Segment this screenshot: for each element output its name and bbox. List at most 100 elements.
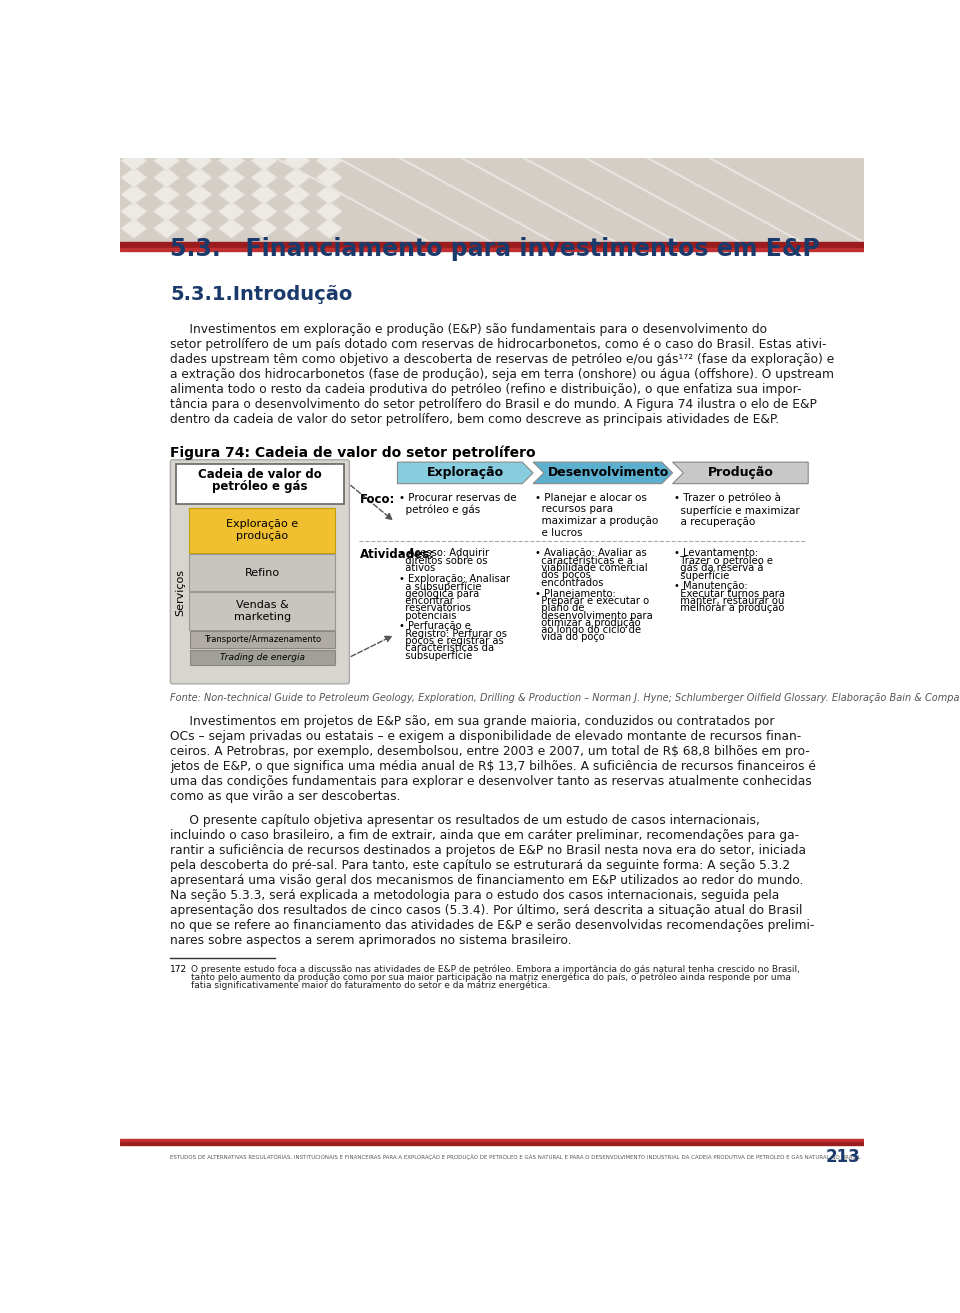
- Polygon shape: [154, 201, 180, 222]
- Polygon shape: [316, 201, 343, 222]
- Bar: [120, 248, 864, 251]
- FancyBboxPatch shape: [176, 463, 344, 504]
- Text: dentro da cadeia de valor do setor petrolífero, bem como descreve as principais : dentro da cadeia de valor do setor petro…: [170, 414, 780, 427]
- Text: • Levantamento:: • Levantamento:: [674, 549, 758, 558]
- Text: poços e registrar as: poços e registrar as: [399, 635, 504, 646]
- Text: jetos de E&P, o que significa uma média anual de R$ 13,7 bilhões. A suficiência : jetos de E&P, o que significa uma média …: [170, 760, 816, 772]
- Polygon shape: [251, 218, 277, 239]
- Text: Preparar e executar o: Preparar e executar o: [535, 596, 649, 605]
- Polygon shape: [316, 185, 343, 205]
- Text: apresentação dos resultados de cinco casos (5.3.4). Por último, será descrita a : apresentação dos resultados de cinco cas…: [170, 905, 803, 916]
- Text: potenciais: potenciais: [399, 611, 457, 621]
- Polygon shape: [219, 201, 245, 222]
- Text: Na seção 5.3.3, será explicada a metodologia para o estudo dos casos internacion: Na seção 5.3.3, será explicada a metodol…: [170, 889, 780, 902]
- Text: tância para o desenvolvimento do setor petrolífero do Brasil e do mundo. A Figur: tância para o desenvolvimento do setor p…: [170, 398, 817, 411]
- Text: características e a: características e a: [535, 555, 633, 566]
- Text: 5.3.   Financiamento para investimentos em E&P: 5.3. Financiamento para investimentos em…: [170, 236, 820, 261]
- Text: Investimentos em exploração e produção (E&P) são fundamentais para o desenvolvim: Investimentos em exploração e produção (…: [170, 323, 767, 336]
- Polygon shape: [154, 151, 180, 171]
- Text: tanto pelo aumento da produção como por sua maior participação na matriz energét: tanto pelo aumento da produção como por …: [191, 973, 791, 982]
- Text: Refino: Refino: [245, 567, 279, 578]
- Polygon shape: [673, 462, 808, 483]
- Text: Serviços: Serviços: [176, 569, 185, 616]
- Polygon shape: [283, 185, 310, 205]
- FancyBboxPatch shape: [170, 460, 349, 684]
- Text: encontrados: encontrados: [535, 578, 603, 588]
- Text: dades upstream têm como objetivo a descoberta de reservas de petróleo e/ou gás¹⁷: dades upstream têm como objetivo a desco…: [170, 353, 834, 366]
- Text: 213: 213: [826, 1148, 860, 1166]
- Polygon shape: [121, 218, 147, 239]
- Polygon shape: [186, 168, 212, 188]
- Text: nares sobre aspectos a serem aprimorados no sistema brasileiro.: nares sobre aspectos a serem aprimorados…: [170, 934, 572, 947]
- Text: ESTUDOS DE ALTERNATIVAS REGULATÓRIAS, INSTITUCIONAIS E FINANCEIRAS PARA A EXPLOR: ESTUDOS DE ALTERNATIVAS REGULATÓRIAS, IN…: [170, 1154, 861, 1159]
- Text: Fonte: Non-technical Guide to Petroleum Geology, Exploration, Drilling & Product: Fonte: Non-technical Guide to Petroleum …: [170, 693, 960, 702]
- Text: Transporte/Armazenamento: Transporte/Armazenamento: [204, 635, 321, 645]
- Bar: [120, 243, 864, 248]
- Text: Desenvolvimento: Desenvolvimento: [547, 466, 669, 479]
- Text: Exploração e
produção: Exploração e produção: [227, 520, 299, 541]
- Polygon shape: [154, 168, 180, 188]
- Text: O presente estudo foca a discussão nas atividades de E&P de petróleo. Embora a i: O presente estudo foca a discussão nas a…: [191, 965, 801, 974]
- Polygon shape: [121, 168, 147, 188]
- Text: como as que virão a ser descobertas.: como as que virão a ser descobertas.: [170, 789, 401, 802]
- Text: Atividades:: Atividades:: [360, 549, 435, 562]
- Text: geológica para: geológica para: [399, 588, 479, 599]
- Text: no que se refere ao financiamento das atividades de E&P e serão desenvolvidas re: no que se refere ao financiamento das at…: [170, 919, 815, 932]
- Text: Exploração: Exploração: [426, 466, 504, 479]
- Text: rantir a suficiência de recursos destinados a projetos de E&P no Brasil nesta no: rantir a suficiência de recursos destina…: [170, 844, 806, 857]
- Polygon shape: [533, 462, 673, 483]
- Text: Cadeia de valor do: Cadeia de valor do: [198, 467, 322, 481]
- Text: Produção: Produção: [708, 466, 774, 479]
- Text: incluindo o caso brasileiro, a fim de extrair, ainda que em caráter preliminar, : incluindo o caso brasileiro, a fim de ex…: [170, 829, 800, 842]
- Text: setor petrolífero de um país dotado com reservas de hidrocarbonetos, como é o ca: setor petrolífero de um país dotado com …: [170, 339, 827, 351]
- Polygon shape: [186, 151, 212, 171]
- Polygon shape: [283, 151, 310, 171]
- Text: a subsuperfície: a subsuperfície: [399, 582, 482, 592]
- Text: O presente capítulo objetiva apresentar os resultados de um estudo de casos inte: O presente capítulo objetiva apresentar …: [170, 814, 760, 827]
- Text: desenvolvimento para: desenvolvimento para: [535, 611, 653, 621]
- FancyBboxPatch shape: [189, 508, 335, 553]
- Text: fatia significativamente maior do faturamento do setor e da matriz energética.: fatia significativamente maior do fatura…: [191, 981, 551, 990]
- FancyBboxPatch shape: [189, 554, 335, 591]
- Text: dos poços: dos poços: [535, 570, 590, 580]
- Text: pela descoberta do pré-sal. Para tanto, este capítulo se estruturará da seguinte: pela descoberta do pré-sal. Para tanto, …: [170, 859, 790, 872]
- Bar: [190, 632, 335, 649]
- Text: características da: características da: [399, 643, 494, 654]
- Text: manter, restaurar ou: manter, restaurar ou: [674, 596, 784, 605]
- Text: a extração dos hidrocarbonetos (fase de produção), seja em terra (onshore) ou ág: a extração dos hidrocarbonetos (fase de …: [170, 368, 834, 381]
- Bar: [120, 1145, 864, 1169]
- Text: OCs – sejam privadas ou estatais – e exigem a disponibilidade de elevado montant: OCs – sejam privadas ou estatais – e exi…: [170, 730, 802, 743]
- Polygon shape: [283, 201, 310, 222]
- Text: viabilidade comercial: viabilidade comercial: [535, 563, 647, 572]
- Polygon shape: [251, 201, 277, 222]
- Text: Trading de energia: Trading de energia: [220, 653, 304, 662]
- Bar: [190, 650, 335, 666]
- Text: direitos sobre os: direitos sobre os: [399, 555, 488, 566]
- Text: • Exploração: Analisar: • Exploração: Analisar: [399, 574, 510, 584]
- Polygon shape: [283, 218, 310, 239]
- Text: Executar turnos para: Executar turnos para: [674, 588, 785, 599]
- Text: ao longo do ciclo de: ao longo do ciclo de: [535, 625, 640, 635]
- Text: • Acesso: Adquirir: • Acesso: Adquirir: [399, 549, 490, 558]
- Text: alimenta todo o resto da cadeia produtiva do petróleo (refino e distribuição), o: alimenta todo o resto da cadeia produtiv…: [170, 383, 802, 397]
- Polygon shape: [316, 218, 343, 239]
- Polygon shape: [154, 218, 180, 239]
- Text: otimizar a produção: otimizar a produção: [535, 618, 640, 628]
- Polygon shape: [283, 168, 310, 188]
- Text: petróleo e gás: petróleo e gás: [212, 481, 307, 494]
- Polygon shape: [121, 151, 147, 171]
- Polygon shape: [121, 201, 147, 222]
- Polygon shape: [219, 218, 245, 239]
- Polygon shape: [397, 462, 533, 483]
- Text: • Procurar reservas de
  petróleo e gás: • Procurar reservas de petróleo e gás: [399, 492, 516, 515]
- Polygon shape: [251, 168, 277, 188]
- Text: melhorar a produção: melhorar a produção: [674, 603, 784, 613]
- Text: • Planejamento:: • Planejamento:: [535, 588, 615, 599]
- Polygon shape: [219, 185, 245, 205]
- Polygon shape: [219, 151, 245, 171]
- Text: Registro: Perfurar os: Registro: Perfurar os: [399, 629, 507, 639]
- Text: plano de: plano de: [535, 603, 584, 613]
- Text: Vendas &
marketing: Vendas & marketing: [233, 600, 291, 622]
- Text: uma das condições fundamentais para explorar e desenvolver tanto as reservas atu: uma das condições fundamentais para expl…: [170, 775, 812, 788]
- FancyBboxPatch shape: [189, 592, 335, 630]
